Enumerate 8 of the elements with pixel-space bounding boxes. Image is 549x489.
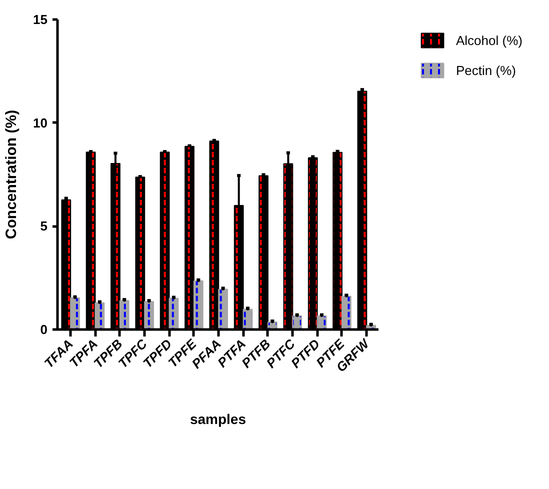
legend-label: Pectin (%): [456, 62, 516, 78]
x-axis-title: samples: [190, 411, 246, 428]
y-tick-label: 15: [33, 12, 48, 27]
legend-label: Alcohol (%): [456, 32, 522, 48]
y-tick-label: 5: [40, 218, 48, 234]
y-axis-title: Concentration (%): [3, 110, 20, 240]
y-tick-label: 0: [40, 322, 48, 337]
y-tick-label: 10: [33, 115, 48, 130]
